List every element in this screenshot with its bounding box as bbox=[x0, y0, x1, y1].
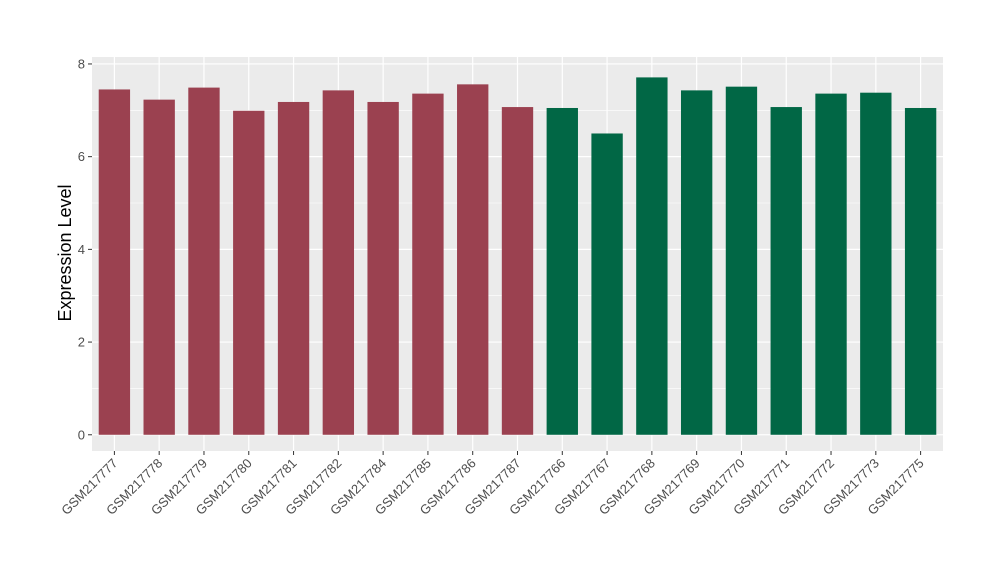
y-tick-label: 8 bbox=[78, 56, 85, 71]
bar-GSM217778 bbox=[143, 99, 175, 435]
bar-GSM217781 bbox=[277, 101, 310, 435]
bar-GSM217767 bbox=[591, 133, 623, 435]
bar-GSM217786 bbox=[457, 84, 489, 435]
x-axis: GSM217777GSM217778GSM217779GSM217780GSM2… bbox=[58, 451, 927, 518]
bar-GSM217770 bbox=[725, 86, 758, 435]
bar-GSM217772 bbox=[815, 93, 847, 435]
bar-GSM217775 bbox=[904, 107, 937, 435]
bar-GSM217779 bbox=[188, 87, 220, 435]
y-tick-label: 6 bbox=[78, 149, 85, 164]
bar-GSM217771 bbox=[770, 107, 802, 435]
bar-GSM217784 bbox=[367, 101, 399, 435]
bar-GSM217785 bbox=[412, 93, 444, 435]
bar-GSM217768 bbox=[636, 77, 668, 435]
bar-GSM217773 bbox=[860, 92, 892, 435]
bar-GSM217777 bbox=[98, 89, 131, 435]
bar-GSM217780 bbox=[233, 110, 265, 435]
bar-GSM217766 bbox=[546, 107, 578, 435]
y-axis-title: Expression Level bbox=[55, 184, 75, 321]
y-axis: 0 2 4 6 8 bbox=[78, 56, 92, 442]
bar-GSM217787 bbox=[501, 107, 534, 435]
y-tick-label: 2 bbox=[78, 335, 85, 350]
bar-GSM217782 bbox=[322, 90, 355, 435]
bar-layer bbox=[98, 77, 937, 435]
y-tick-label: 4 bbox=[78, 242, 85, 257]
bar-GSM217769 bbox=[680, 90, 713, 435]
y-tick-label: 0 bbox=[78, 427, 85, 442]
